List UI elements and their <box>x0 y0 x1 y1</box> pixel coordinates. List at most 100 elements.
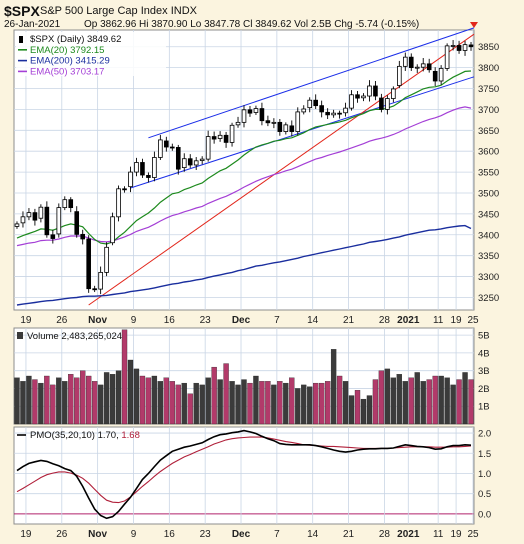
volume-bar <box>354 390 361 425</box>
x-tick-label: 14 <box>307 315 319 326</box>
legend-name: EMA(50) <box>30 66 67 77</box>
volume-bar <box>97 384 104 425</box>
pmo-x-tick-label: 23 <box>200 529 212 540</box>
volume-tick-label: 5B <box>478 331 490 342</box>
candle-body <box>152 157 157 178</box>
volume-bar <box>390 377 397 425</box>
pmo-x-tick-label: 16 <box>164 529 176 540</box>
volume-bar <box>127 359 134 425</box>
candle-body <box>104 246 109 273</box>
candle-body <box>32 212 38 221</box>
pmo-tick-label: 0.5 <box>478 489 491 500</box>
volume-bar <box>277 381 283 425</box>
volume-bar <box>313 382 319 425</box>
candle-body <box>385 98 390 110</box>
x-tick-label: 19 <box>451 315 463 326</box>
volume-bar <box>330 349 337 425</box>
candle-body <box>44 206 50 236</box>
volume-bar <box>420 381 426 425</box>
candle-body <box>420 63 426 68</box>
candle-body <box>223 134 229 143</box>
pmo-x-tick-label: 19 <box>20 529 32 540</box>
volume-bar <box>38 382 44 425</box>
candle-body <box>355 94 360 99</box>
price-tick-label: 3350 <box>478 251 499 262</box>
pmo-x-tick-label: 7 <box>274 529 280 540</box>
exchange-label: INDX <box>170 5 197 17</box>
candle-body <box>140 162 145 176</box>
volume-bar <box>151 375 158 425</box>
volume-tick-label: 3B <box>478 366 490 377</box>
x-tick-label: 7 <box>274 315 280 326</box>
volume-legend: Volume 2,483,265,024 <box>17 331 122 342</box>
support-trendline <box>88 33 475 306</box>
pmo-x-tick-label: Nov <box>88 529 107 540</box>
volume-panel: 1B 2B 3B 4B 5B Volume 2,483,265,024 <box>13 327 490 425</box>
candle-body <box>14 223 20 227</box>
volume-bar <box>193 382 199 425</box>
volume-bar <box>289 377 295 425</box>
ema50-line <box>16 106 472 247</box>
pmo-x-tick-label: 14 <box>307 529 319 540</box>
pmo-tick-label: 0.0 <box>478 509 491 520</box>
candle-body <box>438 68 444 82</box>
volume-bar <box>103 372 110 425</box>
candle-body <box>426 63 432 71</box>
candle-body <box>379 97 384 110</box>
pmo-legend-value: 1.70, <box>98 430 122 441</box>
volume-bar <box>20 381 26 425</box>
legend-value: 3703.17 <box>67 66 104 77</box>
candle-body <box>414 66 420 69</box>
candle-body <box>450 45 456 47</box>
volume-bar <box>145 377 152 425</box>
volume-bar <box>271 384 277 425</box>
x-tick-label: 25 <box>467 315 479 326</box>
candle-body <box>134 162 139 173</box>
candle-body <box>38 206 44 219</box>
volume-bar <box>133 368 140 425</box>
candle-body <box>158 139 163 158</box>
volume-bar <box>396 374 402 425</box>
volume-bar <box>62 381 68 425</box>
candle-body <box>391 88 396 99</box>
candle-body <box>456 45 462 51</box>
price-tick-label: 3800 <box>478 63 499 74</box>
ohlc-readout: Op 3862.96 Hi 3870.90 Lo 3847.78 Cl 3849… <box>84 19 420 30</box>
volume-title: Volume 2,483,265,024 <box>27 331 122 342</box>
volume-bar <box>450 384 456 425</box>
channel-upper-trendline <box>148 27 475 139</box>
volume-bar <box>14 377 20 425</box>
volume-bar <box>384 368 391 425</box>
candle-body <box>193 160 199 166</box>
pmo-tick-label: 2.0 <box>478 429 491 440</box>
candle-body <box>325 111 330 116</box>
volume-bar <box>235 384 241 425</box>
candle-body <box>68 199 74 209</box>
volume-bar <box>187 393 193 425</box>
candle-body <box>307 99 313 109</box>
x-tick-label: 26 <box>56 315 68 326</box>
candle-body <box>432 70 438 82</box>
volume-bar <box>253 375 259 425</box>
volume-bar <box>259 381 265 425</box>
candle-legend-icon <box>19 36 23 43</box>
price-tick-label: 3450 <box>478 209 499 220</box>
candle-body <box>170 146 175 149</box>
candle-body <box>468 44 474 48</box>
volume-bar <box>50 384 56 425</box>
price-tick-label: 3600 <box>478 147 499 158</box>
volume-tick-label: 1B <box>478 402 490 413</box>
pmo-x-tick-label: Dec <box>232 529 251 540</box>
volume-bar <box>468 379 474 425</box>
candle-body <box>462 44 468 51</box>
candle-body <box>313 99 318 107</box>
volume-bar <box>32 379 38 425</box>
candle-body <box>277 121 283 132</box>
pmo-x-tick-label: 2021 <box>397 529 420 540</box>
pmo-plot-area <box>13 426 475 525</box>
pmo-x-tick-label: 19 <box>451 529 463 540</box>
candle-body <box>80 233 86 240</box>
x-tick-label: 16 <box>164 315 176 326</box>
candle-body <box>187 158 193 166</box>
